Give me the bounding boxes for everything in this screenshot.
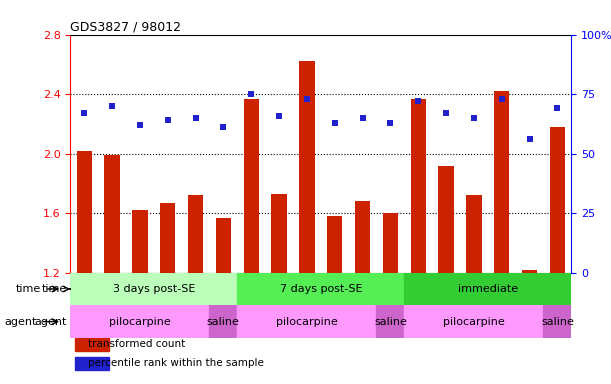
Text: 3 days post-SE: 3 days post-SE (112, 284, 195, 294)
Text: 7 days post-SE: 7 days post-SE (279, 284, 362, 294)
Point (330, 119, 340, 126)
Point (441, 110, 451, 116)
Bar (244, 99, 259, 273)
Point (497, 96, 507, 102)
Bar (355, 201, 370, 273)
Bar (327, 216, 342, 273)
Point (219, 124, 229, 131)
Bar (76, 151, 92, 273)
Bar (70, 273, 237, 305)
Point (386, 119, 395, 126)
Bar (494, 91, 510, 273)
Bar (376, 305, 404, 338)
Bar (466, 195, 481, 273)
Point (274, 113, 284, 119)
Text: agent: agent (35, 316, 67, 327)
Point (79, 110, 89, 116)
Point (246, 91, 256, 97)
Bar (411, 99, 426, 273)
Text: saline: saline (541, 316, 574, 327)
Point (357, 115, 367, 121)
Text: saline: saline (374, 316, 407, 327)
Text: GDS3827 / 98012: GDS3827 / 98012 (70, 20, 181, 33)
Bar (237, 305, 376, 338)
Bar (404, 273, 571, 305)
Bar (160, 203, 175, 273)
Bar (404, 305, 543, 338)
Bar (271, 194, 287, 273)
Bar (132, 210, 147, 273)
Text: transformed count: transformed count (88, 339, 185, 349)
Bar (522, 270, 537, 273)
Bar (216, 218, 231, 273)
Bar (382, 213, 398, 273)
Point (107, 103, 117, 109)
Bar (543, 305, 571, 338)
Bar (210, 305, 237, 338)
Text: percentile rank within the sample: percentile rank within the sample (88, 358, 264, 368)
Text: pilocarpine: pilocarpine (443, 316, 505, 327)
Bar (299, 61, 315, 273)
Point (525, 136, 535, 142)
Point (552, 105, 562, 111)
Text: pilocarpine: pilocarpine (109, 316, 170, 327)
Point (163, 117, 172, 123)
Point (191, 115, 200, 121)
Text: pilocarpine: pilocarpine (276, 316, 338, 327)
Text: immediate: immediate (458, 284, 518, 294)
Bar (188, 195, 203, 273)
Text: agent: agent (4, 316, 37, 327)
Point (413, 98, 423, 104)
Bar (70, 305, 210, 338)
Bar (104, 155, 120, 273)
Bar (75, 338, 109, 351)
Point (302, 96, 312, 102)
Bar (550, 127, 565, 273)
Point (469, 115, 479, 121)
Bar (237, 273, 404, 305)
Bar (75, 357, 109, 369)
Text: time: time (15, 284, 40, 294)
Point (135, 122, 145, 128)
Text: saline: saline (207, 316, 240, 327)
Text: time: time (42, 284, 67, 294)
Bar (438, 166, 454, 273)
